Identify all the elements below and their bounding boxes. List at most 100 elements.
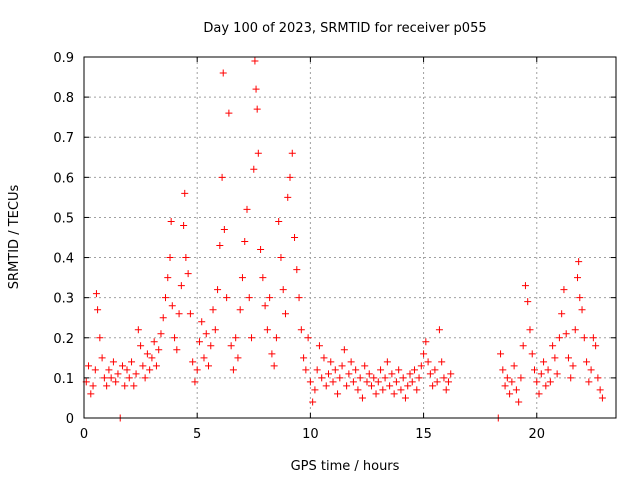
- data-points: [82, 57, 606, 422]
- data-point: [173, 346, 181, 354]
- data-point: [189, 358, 197, 366]
- data-point: [94, 306, 102, 314]
- data-point: [243, 205, 251, 213]
- data-point: [372, 390, 380, 398]
- data-point: [159, 314, 167, 322]
- data-point: [279, 286, 287, 294]
- data-point: [399, 374, 407, 382]
- data-point: [320, 354, 328, 362]
- data-point: [429, 382, 437, 390]
- data-point: [440, 374, 448, 382]
- data-point: [338, 362, 346, 370]
- data-point: [531, 366, 539, 374]
- plot-frame: [83, 56, 617, 419]
- data-point: [431, 366, 439, 374]
- data-point: [535, 390, 543, 398]
- data-point: [261, 302, 269, 310]
- data-point: [594, 374, 602, 382]
- data-point: [132, 370, 140, 378]
- data-point: [257, 246, 265, 254]
- data-point: [347, 358, 355, 366]
- data-point: [576, 294, 584, 302]
- y-tick-label: 0.9: [53, 51, 74, 66]
- y-tick-label: 0.6: [53, 171, 74, 186]
- data-point: [585, 378, 593, 386]
- data-point: [251, 57, 259, 65]
- data-point: [361, 362, 369, 370]
- data-point: [207, 342, 215, 350]
- data-point: [309, 398, 317, 406]
- data-point: [225, 109, 233, 117]
- data-point: [560, 286, 568, 294]
- data-point: [268, 350, 276, 358]
- data-point: [250, 165, 258, 173]
- y-tick-label: 0: [66, 412, 74, 427]
- data-point: [424, 358, 432, 366]
- data-point: [252, 85, 260, 93]
- data-point: [537, 370, 545, 378]
- data-point: [546, 378, 554, 386]
- data-point: [533, 378, 541, 386]
- data-point: [386, 382, 394, 390]
- y-tick-label: 0.5: [53, 211, 74, 226]
- data-point: [288, 149, 296, 157]
- data-point: [181, 189, 189, 197]
- data-point: [365, 370, 373, 378]
- data-point: [155, 346, 163, 354]
- x-tick-label: 10: [302, 427, 319, 442]
- data-point: [254, 149, 262, 157]
- data-point: [562, 330, 570, 338]
- data-point: [497, 350, 505, 358]
- data-point: [236, 306, 244, 314]
- chart-title: Day 100 of 2023, SRMTID for receiver p05…: [203, 21, 486, 36]
- data-point: [383, 358, 391, 366]
- data-point: [232, 334, 240, 342]
- data-point: [501, 382, 509, 390]
- data-point: [148, 354, 156, 362]
- data-point: [100, 374, 108, 382]
- data-point: [596, 386, 604, 394]
- data-point: [266, 294, 274, 302]
- data-point: [193, 366, 201, 374]
- data-point: [304, 334, 312, 342]
- data-point: [526, 326, 534, 334]
- data-point: [275, 217, 283, 225]
- data-point: [152, 362, 160, 370]
- data-point: [219, 69, 227, 77]
- data-point: [114, 370, 122, 378]
- data-point: [408, 378, 416, 386]
- data-point: [564, 354, 572, 362]
- data-point: [270, 362, 278, 370]
- data-point: [329, 378, 337, 386]
- data-point: [506, 390, 514, 398]
- data-point: [322, 382, 330, 390]
- data-point: [558, 310, 566, 318]
- data-point: [426, 370, 434, 378]
- data-point: [374, 378, 382, 386]
- data-point: [574, 274, 582, 282]
- data-point: [87, 390, 95, 398]
- data-point: [248, 334, 256, 342]
- data-point: [300, 354, 308, 362]
- data-point: [259, 274, 267, 282]
- data-point: [302, 366, 310, 374]
- data-point: [161, 294, 169, 302]
- data-point: [349, 378, 357, 386]
- data-point: [286, 173, 294, 181]
- data-point: [98, 354, 106, 362]
- data-point: [336, 374, 344, 382]
- data-point: [401, 394, 409, 402]
- data-point: [444, 378, 452, 386]
- x-tick-label: 5: [193, 427, 201, 442]
- data-point: [521, 282, 529, 290]
- data-point: [411, 366, 419, 374]
- data-point: [195, 338, 203, 346]
- data-point: [406, 370, 414, 378]
- data-point: [397, 386, 405, 394]
- data-point: [118, 362, 126, 370]
- data-point: [334, 390, 342, 398]
- data-point: [293, 266, 301, 274]
- data-point: [130, 382, 138, 390]
- data-point: [567, 374, 575, 382]
- data-point: [175, 310, 183, 318]
